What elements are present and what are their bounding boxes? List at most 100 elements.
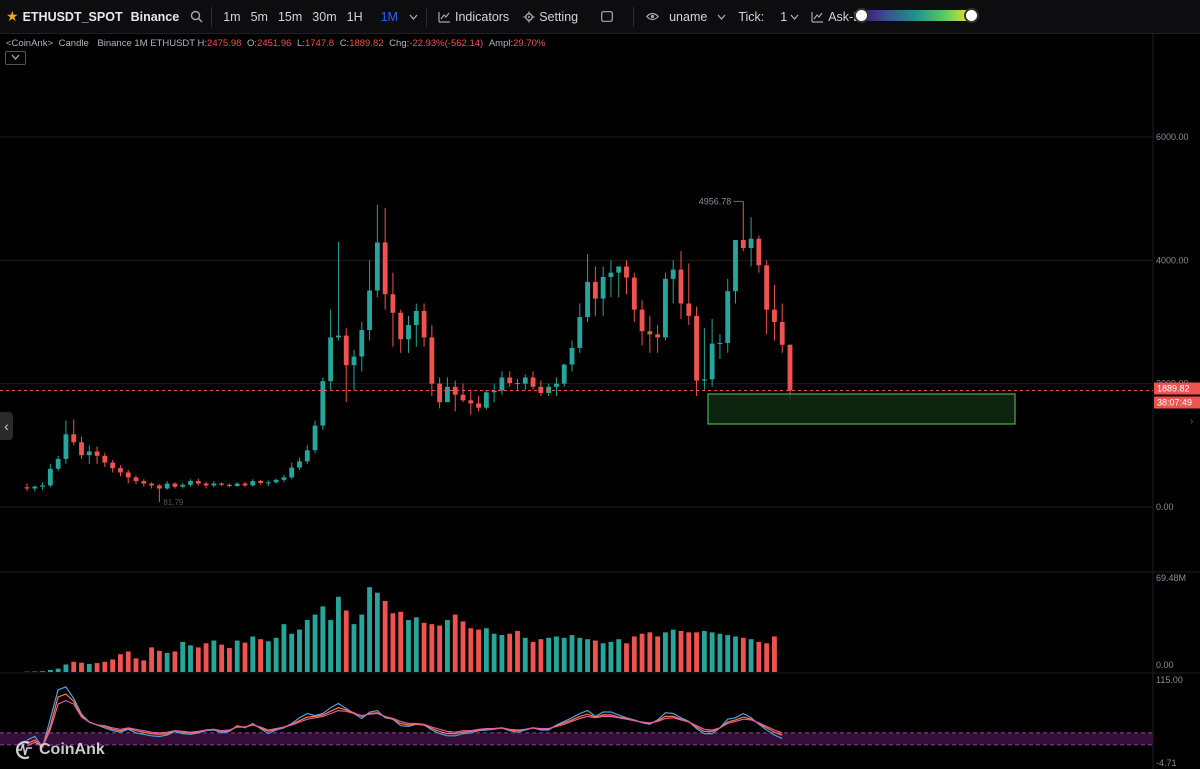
info-open: 2451.96: [257, 38, 292, 49]
slider-handle-left[interactable]: [854, 8, 869, 23]
candle: [258, 479, 263, 485]
timeframe-dropdown[interactable]: [405, 0, 422, 33]
candle: [398, 309, 404, 353]
volume-bar: [733, 636, 738, 672]
candle-body: [219, 483, 225, 485]
candle-body: [779, 322, 785, 345]
candle: [663, 272, 668, 341]
collapse-info-button[interactable]: [5, 51, 26, 65]
volume-bar: [382, 600, 388, 672]
candle-body: [359, 330, 365, 357]
candle-body: [624, 266, 629, 278]
volume-bar: [616, 639, 622, 672]
oscillator-min-label: -4.71: [1156, 758, 1177, 768]
candle: [624, 260, 629, 295]
timeframe-1m-month[interactable]: 1M: [380, 9, 398, 24]
timeframe-1h[interactable]: 1H: [346, 9, 363, 24]
setting-button[interactable]: Setting: [516, 0, 585, 33]
volume-bar: [312, 614, 318, 672]
chevron-right-icon[interactable]: ›: [1190, 416, 1194, 427]
candle: [421, 303, 427, 347]
candle: [764, 260, 770, 335]
candle: [47, 463, 53, 488]
slider-handle-right[interactable]: [964, 8, 979, 23]
star-icon[interactable]: ★: [6, 8, 19, 24]
coinank-logo: CoinAnk: [14, 740, 105, 760]
indicators-icon: [811, 11, 824, 23]
eye-icon: [646, 12, 660, 21]
volume-bar: [522, 637, 528, 672]
volume-bar: [40, 671, 45, 672]
timeframe-15m[interactable]: 15m: [277, 9, 303, 24]
indicators-label: Indicators: [454, 9, 510, 24]
candle: [40, 482, 45, 490]
candle: [429, 325, 435, 396]
volume-bar: [608, 641, 614, 672]
price-axis: 0.00 2000.00 4000.00 6000.00 1889.82 38:07:49…: [1154, 132, 1200, 768]
candle-body: [94, 451, 100, 456]
candle: [265, 480, 271, 487]
heatmap-color-slider[interactable]: [854, 8, 979, 23]
candle: [647, 315, 653, 353]
volume-bar: [203, 643, 209, 672]
timeframe-5m[interactable]: 5m: [250, 9, 268, 24]
volume-bar: [180, 641, 186, 672]
volume-bar: [390, 613, 396, 672]
candle-body: [740, 239, 746, 248]
candle: [141, 479, 147, 487]
candle-body: [569, 347, 575, 365]
candle-body: [522, 377, 528, 384]
volume-bar: [172, 651, 178, 672]
visibility-toggle[interactable]: [638, 0, 665, 33]
info-chg: -22.93%(-562.14): [409, 38, 484, 49]
volume-bar: [764, 643, 770, 672]
volume-bar: [304, 620, 310, 672]
chevron-left-icon[interactable]: ‹: [0, 412, 13, 440]
uname-dropdown[interactable]: uname: [665, 0, 732, 33]
countdown-tag: [1154, 396, 1200, 409]
info-prefix: <CoinAnk>: [6, 38, 54, 49]
candle-body: [678, 269, 684, 304]
tick-value: 1: [780, 9, 788, 24]
volume-bar: [32, 671, 38, 672]
high-marker-label: 4956.78: [699, 196, 732, 206]
candle: [172, 482, 178, 489]
candle-body: [577, 317, 583, 348]
candle-body: [445, 386, 450, 403]
tick-dropdown[interactable]: Tick: 1: [732, 0, 805, 33]
candle-body: [701, 379, 707, 381]
candle: [655, 325, 661, 353]
candle-body: [250, 481, 256, 486]
volume-bar: [343, 610, 349, 672]
volume-min-label: 0.00: [1156, 660, 1174, 670]
candle: [554, 377, 559, 396]
candle-body: [180, 484, 186, 487]
candle: [725, 278, 731, 353]
candle-body: [374, 242, 380, 291]
candle-body: [367, 290, 372, 331]
candle-body: [390, 294, 396, 313]
volume-bar: [538, 639, 544, 672]
info-high: 2475.98: [207, 38, 242, 49]
search-button[interactable]: [186, 0, 207, 33]
candle: [406, 315, 411, 353]
candle: [452, 380, 458, 412]
fullscreen-button[interactable]: [585, 0, 629, 33]
volume-bar: [118, 654, 123, 672]
volume-bar: [258, 639, 263, 672]
volume-bar: [530, 641, 536, 672]
info-source: Binance 1M ETHUSDT: [97, 38, 195, 49]
volume-bar: [507, 633, 513, 672]
indicators-button[interactable]: Indicators: [431, 0, 516, 33]
search-icon: [191, 10, 203, 23]
candle-body: [592, 281, 598, 299]
symbol-selector[interactable]: ★ ETHUSDT_SPOT Binance: [0, 0, 186, 33]
timeframe-1m[interactable]: 1m: [223, 9, 241, 24]
grid-lines: [0, 34, 1200, 769]
timeframe-30m[interactable]: 30m: [312, 9, 337, 24]
volume-bar: [125, 651, 131, 672]
chart-overlay: 4956.78 81.79: [0, 196, 1153, 507]
candle: [164, 481, 170, 490]
volume-bar: [86, 664, 92, 672]
